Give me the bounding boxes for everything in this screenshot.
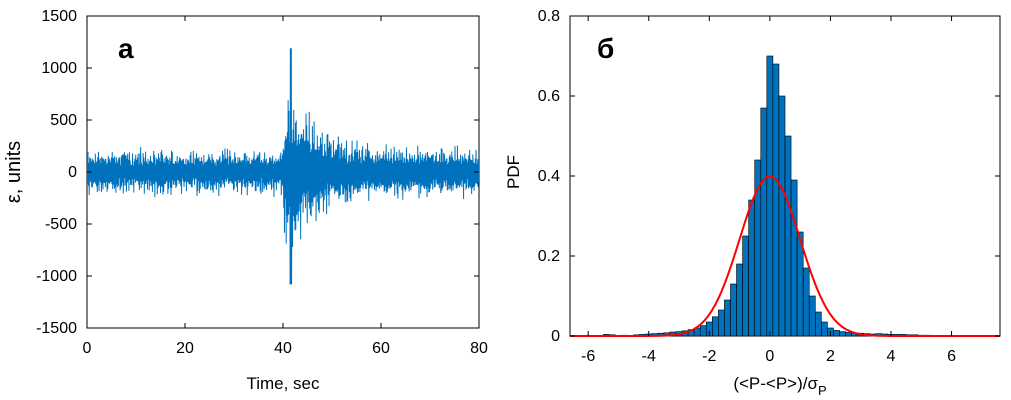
- panel-b-bar: [730, 283, 737, 337]
- panel-a-letter: а: [118, 33, 134, 64]
- panel-b-bar: [814, 311, 822, 337]
- panel-b-xlabel: (<P-<P>)/σP: [733, 374, 826, 398]
- panel-a-series-group: [87, 48, 479, 285]
- panel-b: -6 -4 -2 0 2 4 6 0 0.2 0.4 0.6 0.8 б (<P-<P>)/σP PD…: [504, 8, 1001, 398]
- panel-a-xlabel: Time, sec: [246, 374, 320, 393]
- panel-b-bar: [718, 309, 725, 337]
- panel-a-ytick-label: -1000: [36, 268, 77, 285]
- panel-b-bar: [821, 321, 828, 337]
- panel-b-bar: [742, 235, 749, 337]
- panel-b-bar: [802, 267, 810, 337]
- panel-a-ticks: 0 20 40 60 80 -1500 -1000 -500 0 500 1000 1500: [36, 8, 488, 357]
- panel-b-xtick-label: 0: [765, 348, 774, 365]
- panel-b-xtick-label: 2: [826, 348, 835, 365]
- panel-b-letter: б: [597, 33, 614, 64]
- panel-b-xtick-label: 6: [947, 348, 956, 365]
- panel-a-xtick-label: 80: [470, 340, 488, 357]
- panel-a-ytick-label: 0: [68, 164, 77, 181]
- panel-a-xtick-label: 60: [372, 340, 390, 357]
- panel-a-series-line: [87, 48, 479, 285]
- panel-a-ytick-label: 500: [50, 112, 77, 129]
- panel-b-normal-curve: [570, 175, 1000, 337]
- panel-b-ytick-label: 0.4: [538, 168, 560, 185]
- panel-b-ticks: -6 -4 -2 0 2 4 6 0 0.2 0.4 0.6 0.8: [538, 8, 1000, 365]
- panel-b-xtick-label: -2: [702, 348, 716, 365]
- panel-b-xlabel-main: (<P-<P>)/σ: [733, 374, 818, 393]
- panel-b-bar: [766, 55, 774, 337]
- panel-a-ytick-label: -500: [45, 216, 77, 233]
- panel-b-bar: [833, 330, 840, 337]
- panel-b-bar: [784, 135, 792, 337]
- panel-b-ytick-label: 0: [551, 328, 560, 345]
- panel-b-xtick-label: 4: [887, 348, 896, 365]
- panel-b-bar: [790, 179, 798, 337]
- panel-b-bar: [808, 295, 816, 337]
- panel-a-ytick-label: 1500: [41, 8, 77, 25]
- panel-a: 0 20 40 60 80 -1500 -1000 -500 0 500 1000 1500 а Ti…: [3, 8, 488, 393]
- panel-b-bar: [845, 332, 852, 337]
- panel-b-ylabel: PDF: [504, 155, 523, 189]
- panel-b-bar: [748, 199, 756, 337]
- panel-b-bar: [736, 263, 743, 337]
- panel-b-bar: [772, 63, 780, 337]
- panel-a-ytick-label: 1000: [41, 60, 77, 77]
- panel-a-ytick-label: -1500: [36, 320, 77, 337]
- panel-b-bar: [778, 95, 786, 337]
- panel-b-xlabel-sub: P: [818, 383, 827, 398]
- panel-a-xtick-label: 0: [83, 340, 92, 357]
- panel-b-ytick-label: 0.6: [538, 88, 560, 105]
- panel-b-xtick-label: -4: [642, 348, 656, 365]
- panel-b-bar: [712, 316, 719, 337]
- panel-b-ytick-label: 0.8: [538, 8, 560, 25]
- panel-b-xtick-label: -6: [581, 348, 595, 365]
- panel-b-bar: [699, 325, 707, 337]
- panel-b-ytick-label: 0.2: [538, 248, 560, 265]
- panel-b-bar: [839, 331, 846, 337]
- panel-a-xtick-label: 20: [176, 340, 194, 357]
- panel-a-ylabel: ε, units: [3, 141, 25, 203]
- panel-b-bar: [724, 299, 731, 337]
- panel-a-xtick-label: 40: [274, 340, 292, 357]
- panel-b-bar: [760, 107, 768, 337]
